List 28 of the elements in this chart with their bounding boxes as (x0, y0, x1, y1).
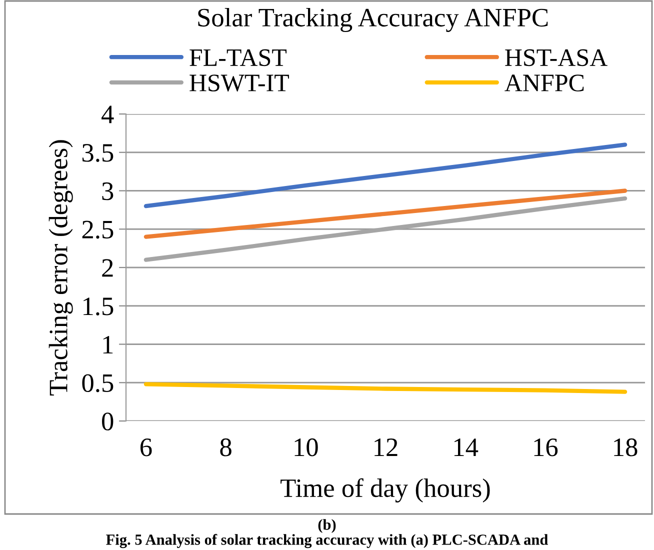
y-tick-label: 1 (103, 336, 113, 354)
y-tick-label: 2 (102, 259, 113, 277)
legend-label: HSWT-IT (190, 74, 289, 92)
line-series (144, 142, 628, 208)
x-tick-label: 18 (614, 438, 638, 456)
y-axis-title: Tracking error (degrees) (48, 140, 73, 396)
y-tick-label: 0 (102, 412, 114, 430)
line-series (144, 188, 628, 239)
line-series (144, 382, 628, 394)
y-tick-label: 0.5 (82, 374, 114, 392)
y-tick-label: 2.5 (82, 220, 114, 239)
text: (b) (318, 519, 336, 533)
x-tick-label: 8 (220, 438, 232, 456)
x-tick-label: 12 (374, 438, 398, 456)
chart-title: Solar Tracking Accuracy ANFPC (198, 8, 548, 32)
legend-label: ANFPC (504, 74, 584, 92)
y-tick-label: 4 (102, 106, 114, 124)
x-tick-label: 10 (294, 438, 318, 456)
y-tick-label: 3 (102, 182, 114, 200)
legend-label: FL-TAST (190, 49, 287, 66)
x-axis-title: Time of day (hours) (280, 478, 490, 503)
y-tick-label: 3.5 (82, 144, 114, 162)
x-tick-label: 16 (534, 438, 558, 456)
y-tick-label: 1.5 (84, 298, 114, 316)
caption: Fig. 5 Analysis of solar tracking accuracy with (a) PLC-SCADA and (106, 534, 548, 548)
legend-label: HST-ASA (505, 49, 608, 66)
x-tick-label: 14 (454, 438, 478, 456)
x-tick-label: 6 (140, 438, 152, 456)
